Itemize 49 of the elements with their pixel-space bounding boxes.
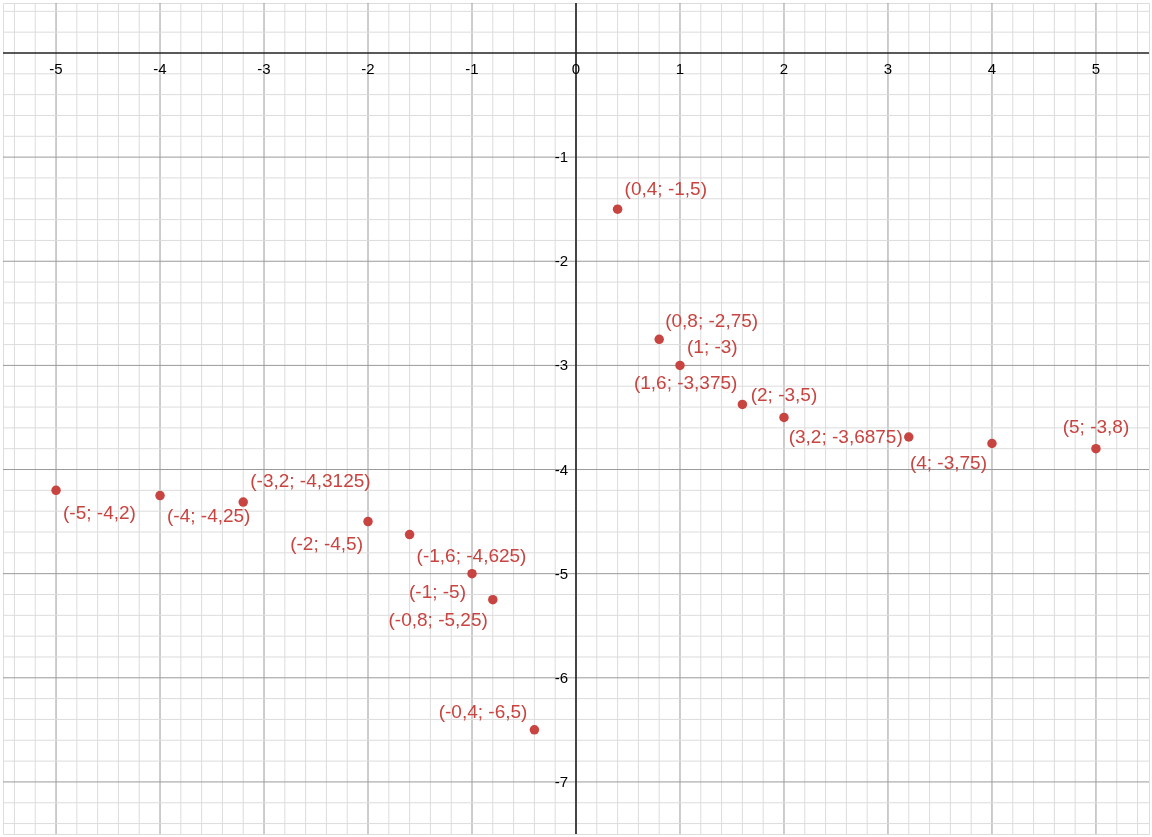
point <box>467 568 477 579</box>
x-tick-label: -4 <box>153 59 167 77</box>
point <box>529 725 540 735</box>
point <box>488 594 498 605</box>
y-tick-label: -3 <box>554 356 568 374</box>
point <box>675 360 685 371</box>
y-tick-label: -1 <box>554 148 568 166</box>
data-label: (-1; -5) <box>409 580 467 602</box>
x-tick-label: 3 <box>883 59 893 77</box>
point <box>654 334 664 345</box>
y-tick-label: -2 <box>554 252 568 270</box>
data-label: (1,6; -3,375) <box>633 372 738 394</box>
data-label: (-4; -4,25) <box>167 504 251 526</box>
point <box>51 485 61 496</box>
point <box>612 204 623 214</box>
data-label: (1; -3) <box>686 336 738 358</box>
data-label: (3,2; -3,6875) <box>788 425 903 447</box>
x-tick-label: 2 <box>779 59 789 77</box>
x-tick-label: 5 <box>1091 59 1101 77</box>
point <box>904 432 914 442</box>
x-tick-label: -1 <box>465 59 479 77</box>
point <box>737 399 748 410</box>
data-label: (-0,4; -6,5) <box>438 700 528 722</box>
x-tick-label: -5 <box>49 59 63 77</box>
point <box>155 490 165 501</box>
x-tick-label: 4 <box>987 59 997 77</box>
y-tick-label: -5 <box>554 564 568 582</box>
point <box>779 412 789 423</box>
data-label: (0,8; -2,75) <box>665 310 759 332</box>
data-label: (-2; -4,5) <box>290 532 364 554</box>
y-tick-label: -7 <box>554 772 568 790</box>
data-label: (2; -3,5) <box>750 384 818 406</box>
y-tick-label: -4 <box>554 460 568 478</box>
point <box>1091 443 1101 454</box>
point <box>238 497 248 507</box>
data-label: (-1,6; -4,625) <box>416 544 527 566</box>
x-tick-label: -2 <box>361 59 375 77</box>
point <box>987 438 997 449</box>
point <box>404 529 415 540</box>
data-label: (5; -3,8) <box>1062 415 1130 437</box>
point <box>363 516 373 527</box>
data-label: (-0,8; -5,25) <box>388 608 488 630</box>
x-tick-label: 1 <box>675 59 685 77</box>
data-label: (4; -3,75) <box>909 452 987 474</box>
y-tick-label: -6 <box>554 668 568 686</box>
data-label: (-5; -4,2) <box>63 502 136 524</box>
data-label: (-3,2; -4,3125) <box>250 470 371 492</box>
data-label: (0,4; -1,5) <box>624 178 707 200</box>
x-tick-label: -3 <box>257 59 271 77</box>
